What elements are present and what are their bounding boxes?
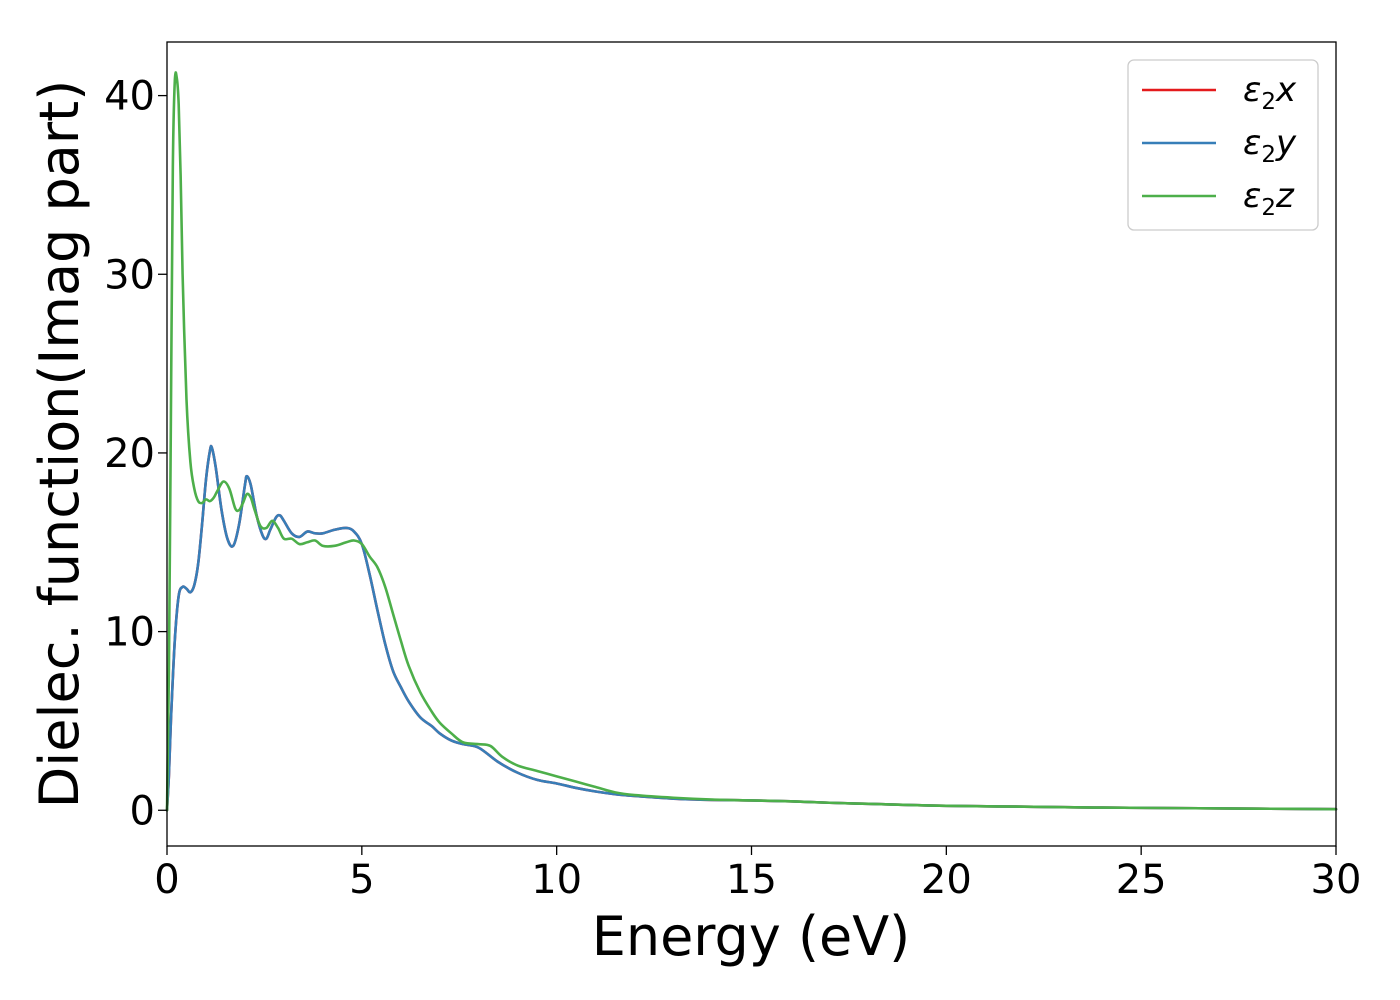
y-axis-label: Dielec. function(Imag part) [28, 80, 91, 809]
x-tick-label: 25 [1116, 857, 1167, 903]
legend-box [1127, 59, 1319, 231]
x-tick-label: 10 [531, 857, 582, 903]
x-tick-label: 5 [349, 857, 374, 903]
y-tick-label: 30 [104, 252, 155, 298]
y-axis-ticks: 0 10 20 30 40 [104, 74, 167, 834]
x-tick-label: 15 [726, 857, 777, 903]
y-tick-label: 40 [104, 74, 155, 120]
y-tick-label: 20 [104, 431, 155, 477]
legend-label-x: ε2x [1243, 70, 1297, 115]
legend: ε2x ε2y ε2z [1127, 59, 1319, 231]
series-line-z [165, 71, 1338, 812]
y-tick-label: 0 [130, 788, 155, 834]
legend-label-y: ε2y [1243, 123, 1297, 168]
legend-items: ε2x ε2y ε2z [1142, 70, 1297, 221]
x-axis-label: Energy (eV) [592, 905, 911, 968]
series-layer [165, 71, 1338, 812]
y-tick-label: 10 [104, 610, 155, 656]
x-tick-label: 0 [154, 857, 179, 903]
x-axis-ticks: 0 5 10 15 20 25 30 [154, 846, 1361, 903]
legend-label-z: ε2z [1243, 176, 1295, 221]
x-tick-label: 20 [921, 857, 972, 903]
x-tick-label: 30 [1311, 857, 1362, 903]
